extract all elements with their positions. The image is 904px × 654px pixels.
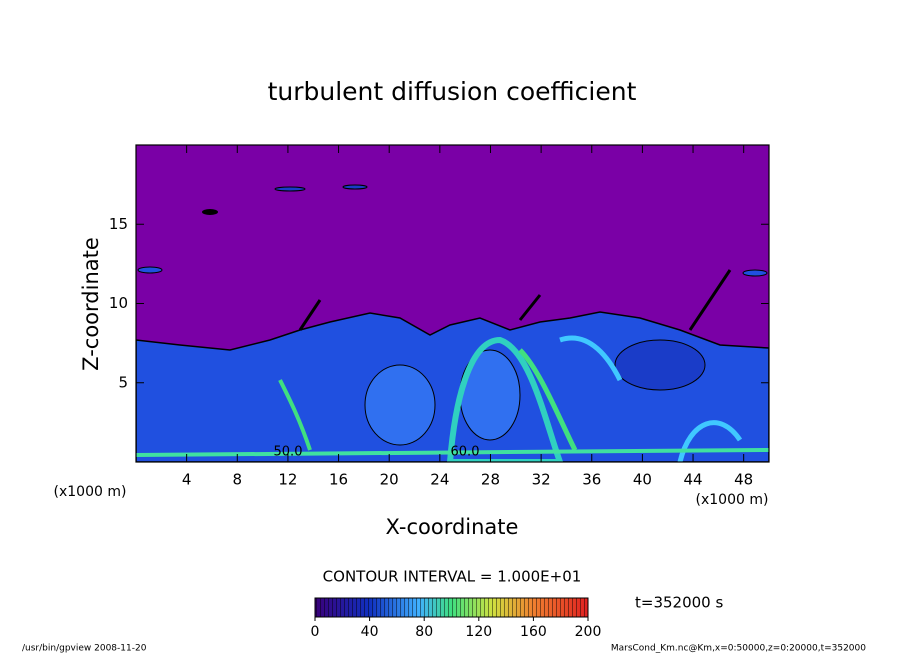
- colorbar-frame: [314, 597, 589, 618]
- chart-title: turbulent diffusion coefficient: [268, 77, 637, 106]
- x-tick-label: 16: [329, 471, 348, 489]
- colorbar-tick-label: 200: [575, 624, 602, 640]
- colorbar-tick-label: 120: [465, 624, 492, 640]
- x-tick-label: 36: [582, 471, 601, 489]
- x-tick-label: 44: [683, 471, 702, 489]
- x-tick-label: 28: [481, 471, 500, 489]
- y-tick-label: 5: [118, 373, 128, 391]
- contour-label: 60.0: [451, 445, 480, 460]
- colorbar-tick-label: 40: [361, 624, 379, 640]
- footer-right: MarsCond_Km.nc@Km,x=0:50000,z=0:20000,t=…: [611, 644, 866, 654]
- y-unit: (x1000 m): [54, 484, 127, 500]
- x-tick-label: 20: [380, 471, 399, 489]
- time-label: t=352000 s: [635, 594, 723, 612]
- contour-field: [136, 145, 769, 462]
- footer-left: /usr/bin/gpview 2008-11-20: [22, 644, 147, 654]
- colorbar-tick-label: 80: [415, 624, 433, 640]
- colorbar-tick-label: 160: [520, 624, 547, 640]
- x-tick-label: 40: [633, 471, 652, 489]
- y-axis-label: Z-coordinate: [79, 237, 103, 371]
- colorbar-tick-label: 0: [311, 624, 320, 640]
- y-tick-label: 10: [109, 294, 128, 312]
- x-tick-label: 12: [278, 471, 297, 489]
- x-unit: (x1000 m): [696, 492, 769, 508]
- contour-interval: CONTOUR INTERVAL = 1.000E+01: [323, 568, 582, 586]
- x-tick-label: 48: [734, 471, 753, 489]
- x-tick-label: 24: [430, 471, 449, 489]
- x-tick-label: 8: [233, 471, 243, 489]
- x-axis-label: X-coordinate: [386, 515, 519, 539]
- x-tick-label: 32: [532, 471, 551, 489]
- y-tick-label: 15: [109, 215, 128, 233]
- x-tick-label: 4: [182, 471, 192, 489]
- contour-label: 50.0: [274, 445, 303, 460]
